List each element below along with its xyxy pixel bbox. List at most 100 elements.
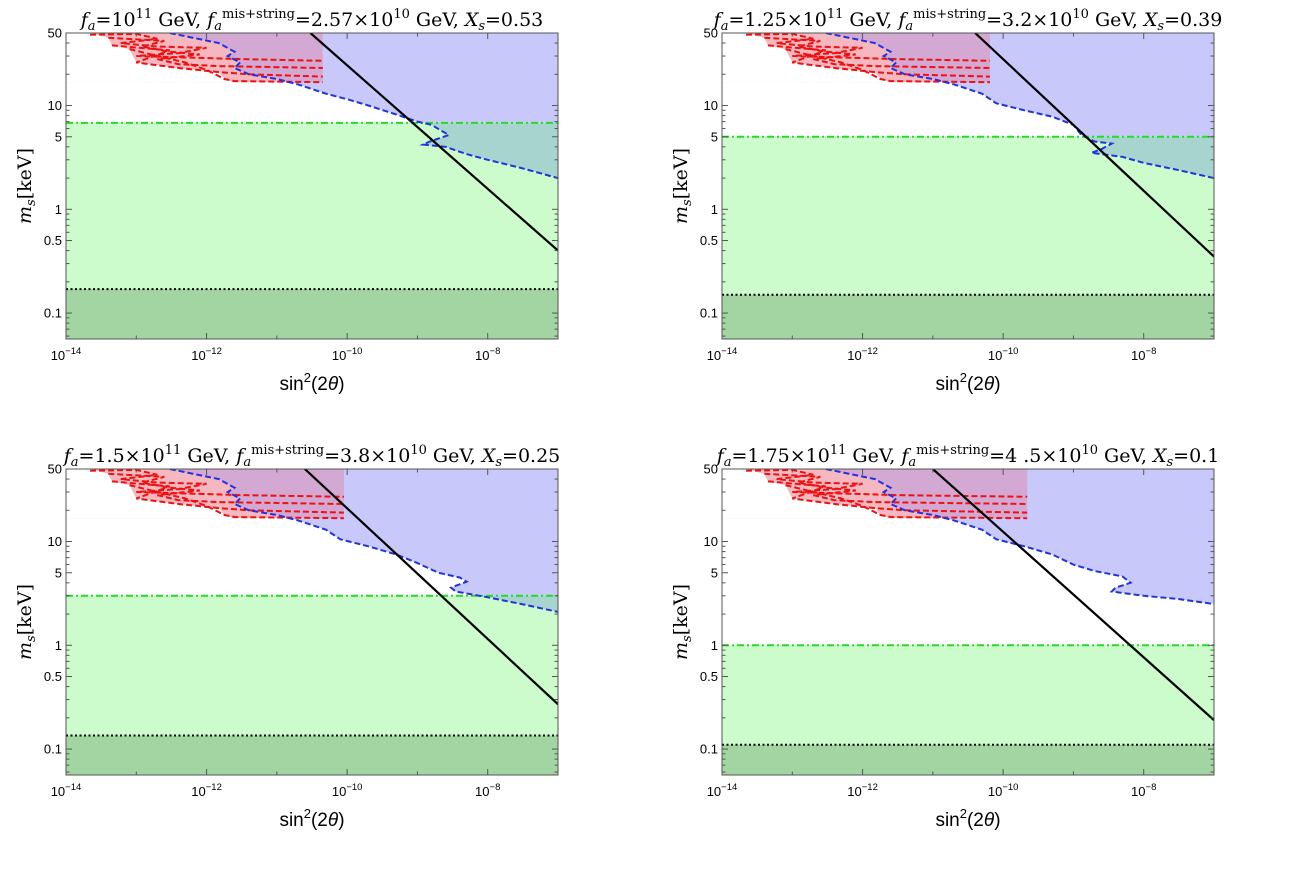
black-relic-line [304,469,558,706]
red-dashed-contour [767,44,991,78]
y-tick-label: 10 [704,534,718,549]
blue-dashed-boundary [825,469,1214,605]
y-axis-label: ms[keV] [14,584,39,660]
x-tick-label: 10−8 [475,346,500,363]
y-tick-label: 0.5 [44,233,62,248]
x-tick-label: 10−14 [707,346,738,363]
x-tick-label: 10−12 [847,782,878,799]
chart-title: fa=1.5×1011 GeV, famis+string=3.8×1010 G… [62,443,561,470]
y-tick-label: 5 [55,565,62,580]
red-region-left-bound [722,33,891,83]
x-axis-label: sin2(2θ) [279,806,344,831]
red-dashed-contour [764,36,991,69]
red-dashed-contour [108,36,323,69]
y-axis-label: ms[keV] [14,148,39,224]
red-region-left-bound [66,469,235,519]
y-tick-label: 50 [48,462,62,477]
red-dashed-contour [108,472,344,505]
y-tick-label: 0.1 [700,742,718,757]
x-tick-label: 10−14 [51,782,82,799]
y-tick-label: 0.1 [44,306,62,321]
plot-frame [65,468,559,776]
red-dashed-contour [746,469,1028,498]
chart-title: fa=1.75×1011 GeV, famis+string=4 .5×1010… [715,443,1220,470]
red-dashed-contour [785,484,1028,520]
red-dashed-contour [129,484,344,520]
y-axis-label: ms[keV] [670,584,695,660]
x-tick-label: 10−12 [847,346,878,363]
chart-panel-3: 10−14 10−12 10−10 10−8 0.1 0.5 1 5 10 50 fa=1.5×10… [0,436,640,866]
x-axis-label: sin2(2θ) [935,370,1000,395]
y-axis-label: ms[keV] [670,148,695,224]
plot-frame [721,32,1215,340]
y-tick-label: 0.5 [44,669,62,684]
red-dashed-contour [111,480,344,514]
y-tick-label: 0.5 [700,669,718,684]
chart-panel-1: 10−14 10−12 10−10 10−8 0.1 0.5 1 5 10 50 fa=1011 G… [0,0,640,430]
x-tick-label: 10−8 [1131,346,1156,363]
black-relic-line [974,33,1214,258]
y-tick-label: 50 [704,26,718,41]
x-tick-label: 10−8 [1131,782,1156,799]
red-dashed-contour [746,33,991,62]
red-dashed-contour [785,48,991,84]
red-dashed-contour [90,469,344,498]
y-tick-label: 5 [55,129,62,144]
y-tick-label: 5 [711,565,718,580]
red-dashed-contour [129,48,323,84]
x-tick-label: 10−12 [191,782,222,799]
chart-title: fa=1011 GeV, famis+string=2.57×1010 GeV,… [79,7,544,34]
red-dashed-contour [767,480,1028,514]
x-tick-label: 10−14 [707,782,738,799]
y-tick-label: 1 [711,638,718,653]
y-tick-label: 10 [704,98,718,113]
chart-svg: 10−14 10−12 10−10 10−8 0.1 0.5 1 5 10 50 fa=1011 G… [14,7,559,395]
y-tick-label: 50 [48,26,62,41]
dark-green-region [66,289,558,339]
y-tick-label: 0.5 [700,233,718,248]
y-tick-label: 10 [48,98,62,113]
plot-frame [65,32,559,340]
green-blue-overlap [1084,136,1214,179]
x-tick-label: 10−10 [988,782,1019,799]
blue-dashed-boundary [825,33,1214,180]
red-region-left-bound [66,33,235,83]
x-tick-label: 10−12 [191,346,222,363]
dark-green-region [722,744,1214,775]
x-axis-label: sin2(2θ) [279,370,344,395]
y-tick-label: 5 [711,129,718,144]
red-blue-overlap [169,469,344,519]
chart-svg: 10−14 10−12 10−10 10−8 0.1 0.5 1 5 10 50fa=1.5×10… [14,443,561,831]
red-blue-overlap [169,33,323,83]
x-tick-label: 10−14 [51,346,82,363]
chart-panel-4: 10−14 10−12 10−10 10−8 0.1 0.5 1 5 10 50 fa=1.75×1… [656,436,1296,866]
blue-dashed-boundary [169,469,558,613]
y-tick-label: 1 [55,638,62,653]
red-dashed-contour [90,33,323,62]
green-blue-overlap [479,595,558,612]
chart-svg: 10−14 10−12 10−10 10−8 0.1 0.5 1 5 10 50fa=1.75×1… [670,443,1220,831]
red-blue-overlap [825,33,990,83]
dark-green-region [66,735,558,775]
red-blue-overlap [825,469,1028,519]
chart-svg: 10−14 10−12 10−10 10−8 0.1 0.5 1 5 10 50fa=1.25×1… [670,7,1223,395]
x-tick-label: 10−10 [332,782,363,799]
plot-frame [721,468,1215,776]
y-tick-label: 1 [55,202,62,217]
dark-green-region [722,294,1214,339]
y-tick-label: 0.1 [44,742,62,757]
black-relic-line [309,33,558,252]
y-tick-label: 50 [704,462,718,477]
y-tick-label: 1 [711,202,718,217]
black-relic-line [932,469,1214,721]
chart-panel-2: 10−14 10−12 10−10 10−8 0.1 0.5 1 5 10 50 fa=1.25×1… [656,0,1296,430]
x-tick-label: 10−8 [475,782,500,799]
chart-title: fa=1.25×1011 GeV, famis+string=3.2×1010 … [712,7,1223,34]
red-dashed-contour [764,472,1028,505]
y-tick-label: 0.1 [700,306,718,321]
x-tick-label: 10−10 [988,346,1019,363]
y-tick-label: 10 [48,534,62,549]
green-blue-overlap [423,122,558,179]
red-dashed-contour [111,44,323,78]
red-region-left-bound [722,469,891,519]
